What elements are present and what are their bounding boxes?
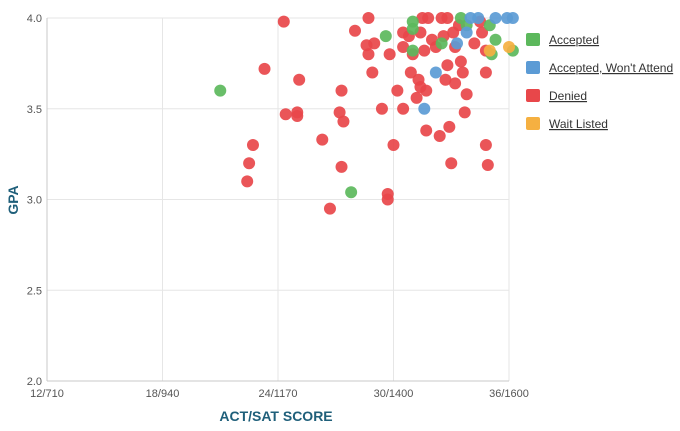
data-point [456,66,469,79]
data-point [506,12,519,24]
data-point [246,139,259,152]
data-point [441,12,454,24]
data-point [337,115,350,128]
data-point [481,159,494,172]
data-point [483,44,496,57]
data-point [258,62,271,75]
data-point [472,12,485,24]
data-point [406,44,419,57]
data-point [397,41,410,54]
data-point [410,91,423,104]
data-point [451,37,464,50]
x-tick-label: 24/1170 [259,388,298,400]
legend: Accepted Accepted, Won't Attend Denied Wait… [526,33,673,131]
data-point [279,108,292,121]
legend-label: Accepted, Won't Attend [549,61,673,75]
data-point [349,24,361,37]
data-point [443,120,456,133]
y-tick-label: 4.0 [27,13,42,25]
data-point [243,157,256,170]
legend-label: Wait Listed [549,117,608,131]
data-point [397,102,410,115]
data-point [439,73,452,86]
legend-label: Accepted [549,33,599,47]
data-point [291,110,304,123]
data-point [418,102,431,115]
x-tick-label: 12/710 [30,388,64,400]
data-point [420,84,433,97]
legend-label: Denied [549,89,587,103]
y-tick-label: 3.5 [27,104,42,116]
data-point [406,22,419,35]
data-point [422,12,435,24]
data-point [323,202,336,215]
data-point [345,186,358,199]
y-axis-title: GPA [5,185,21,214]
data-point [489,33,502,46]
data-point [503,41,515,54]
data-point [418,44,431,57]
x-tick-label: 18/940 [146,388,180,400]
data-point [214,84,227,97]
data-point [316,133,329,146]
data-point [375,102,388,115]
x-tick-label: 36/1600 [489,388,529,400]
x-axis-title: ACT/SAT SCORE [219,408,332,424]
y-tick-label: 2.0 [27,376,42,388]
y-tick-label: 3.0 [27,195,42,207]
legend-swatch [526,61,540,74]
data-point [333,106,346,119]
data-point [379,30,392,43]
data-point [445,157,458,170]
x-tick-label: 30/1400 [374,388,414,400]
data-point [293,73,306,86]
legend-swatch [526,89,540,102]
data-point [429,66,442,79]
data-point [368,37,381,50]
y-tick-label: 2.5 [27,285,42,297]
data-point [479,139,492,152]
data-point [435,37,448,50]
data-point [277,15,290,28]
data-point [468,37,481,50]
data-point [449,77,462,90]
data-point [460,26,473,39]
data-point [454,55,467,68]
data-point [387,139,400,152]
legend-swatch [526,33,540,46]
data-point [362,48,375,61]
data-point [460,88,473,101]
data-point [404,66,417,79]
data-points [214,12,519,215]
data-point [335,160,348,173]
legend-swatch [526,117,540,130]
data-point [489,12,502,24]
data-point [241,175,254,188]
data-point [391,84,404,97]
data-point [420,124,433,137]
data-point [381,188,394,201]
axes: 12/710 18/940 24/1170 30/1400 36/1600 2.0 2.5 3… [27,13,529,400]
data-point [441,59,454,72]
data-point [458,106,471,119]
data-point [433,129,446,142]
data-point [479,66,492,79]
data-point [362,12,375,24]
data-point [383,48,396,61]
data-point [335,84,348,97]
data-point [476,26,489,39]
data-point [366,66,379,79]
